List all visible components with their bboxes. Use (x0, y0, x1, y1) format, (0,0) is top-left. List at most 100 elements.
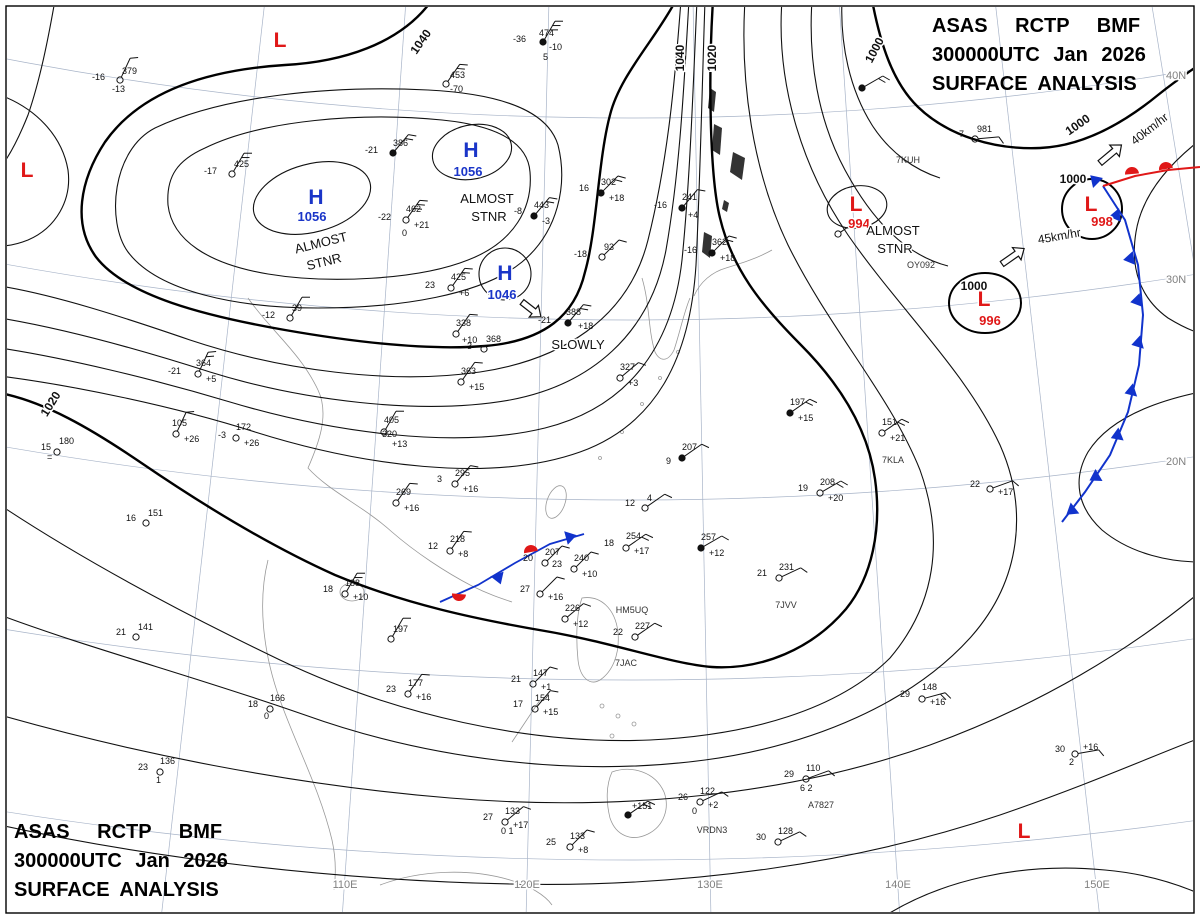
station-value: 18 (323, 584, 333, 594)
barb-tick (421, 673, 430, 676)
barb-tick (409, 482, 418, 485)
wind-barb (120, 58, 131, 78)
barb-tick (643, 803, 652, 808)
barb-tick (828, 770, 836, 777)
station-value: +2 (708, 800, 718, 810)
isobars-bold (7, 7, 1193, 669)
warm-front-pip (1125, 166, 1139, 175)
station-value: 18 (604, 538, 614, 548)
wind-barb (840, 219, 858, 233)
station-value: +21 (414, 220, 429, 230)
pressure-value: 1056 (298, 209, 327, 224)
station-id: 7KUH (896, 155, 920, 165)
coast-borneo (379, 871, 553, 906)
station-value: 23 (425, 280, 435, 290)
station-value: 241 (682, 192, 697, 202)
wind-barb (385, 410, 397, 430)
station-value: 7 (959, 129, 964, 139)
station-circle (447, 284, 455, 292)
station-circle (539, 38, 547, 46)
pressure-value: 998 (1091, 214, 1113, 229)
station-value: 136 (160, 756, 175, 766)
wind-barb (567, 603, 584, 618)
station-value: -16 (654, 200, 667, 210)
wind-barb (1077, 749, 1099, 754)
station-value: 122 (700, 786, 715, 796)
station-circle (530, 212, 538, 220)
fronts-layer (439, 161, 1200, 603)
longitude-label: 120E (514, 879, 540, 891)
pressure-center-L: L (1018, 820, 1031, 843)
station-value: 133 (505, 806, 520, 816)
annotation-text: SLOWLY (551, 337, 605, 352)
coast-visayas (631, 721, 637, 727)
station-plot: -21 388 +18 (538, 304, 593, 331)
barb-tick (590, 551, 599, 555)
wind-barb (602, 175, 619, 192)
station-value: +8 (458, 549, 468, 559)
station-plot: 338 +10 (452, 313, 478, 345)
barb-tick (645, 533, 654, 539)
station-circle (389, 149, 397, 157)
barb-tick (701, 443, 710, 449)
latitude-label: 30N (1166, 274, 1186, 286)
station-value: +6 (459, 288, 469, 298)
station-value: 26 (678, 792, 688, 802)
station-value: +1 (541, 682, 551, 692)
station-value: 4 (647, 493, 652, 503)
barb-tick (857, 219, 866, 225)
station-value: -36 (513, 34, 526, 44)
station-plot: 12 4 (625, 493, 673, 512)
arrow-shape (999, 246, 1025, 268)
station-circle (480, 345, 488, 353)
wind-barb (291, 296, 303, 316)
wind-barb (535, 197, 550, 214)
pressure-center-H: H (497, 262, 512, 285)
station-plot: 3 295 +16 (437, 465, 479, 494)
station-value: -16 (684, 245, 697, 255)
station-plot: 453-70 (442, 63, 468, 94)
station-value: 16 (126, 513, 136, 523)
station-value: +21 (890, 433, 905, 443)
station-circle (624, 811, 632, 819)
title-line-3: SURFACE ANALYSIS (14, 879, 219, 901)
barb-tick (944, 692, 952, 699)
annotation-text: STNR (471, 209, 506, 224)
station-circle (622, 544, 630, 552)
coast-vietnam (262, 559, 336, 891)
barb-tick (456, 67, 465, 70)
station-value: 368 (486, 334, 501, 344)
station-value: = (47, 452, 52, 462)
wind-barb (808, 770, 829, 779)
station-value: +3 (628, 378, 638, 388)
station-circle (228, 170, 236, 178)
barb-tick (840, 480, 848, 486)
station-plot: 29 110 6 2 (784, 763, 836, 793)
station-value: 197 (393, 624, 408, 634)
station-circle (696, 798, 704, 806)
wind-barb (409, 674, 423, 692)
title-line-1: ASAS RCTP BMF (14, 821, 223, 843)
chart-title-bottom-left: ASAS RCTP BMF 300000UTC Jan 2026 SURFACE… (14, 818, 228, 905)
station-value: +10 (462, 335, 477, 345)
station-value: 29 (784, 769, 794, 779)
station-circle (387, 635, 395, 643)
coast-mindanao (606, 768, 667, 838)
station-plot: 27 +16 (520, 576, 565, 602)
station-value: 93 (604, 242, 614, 252)
wind-barb (176, 412, 187, 432)
station-value: 207 (545, 547, 560, 557)
station-value: -21 (538, 315, 551, 325)
isobar-1000-ring-996 (948, 272, 1022, 334)
station-value: -12 (262, 310, 275, 320)
cold-front-pip (1109, 208, 1121, 222)
barb-tick (1012, 480, 1020, 487)
barb-tick (561, 545, 570, 549)
station-value: +15 (469, 382, 484, 392)
barb-tick (809, 398, 818, 404)
cold-front-pip (1089, 468, 1103, 482)
isobar-1028 (7, 7, 698, 439)
barb-tick (459, 63, 468, 66)
